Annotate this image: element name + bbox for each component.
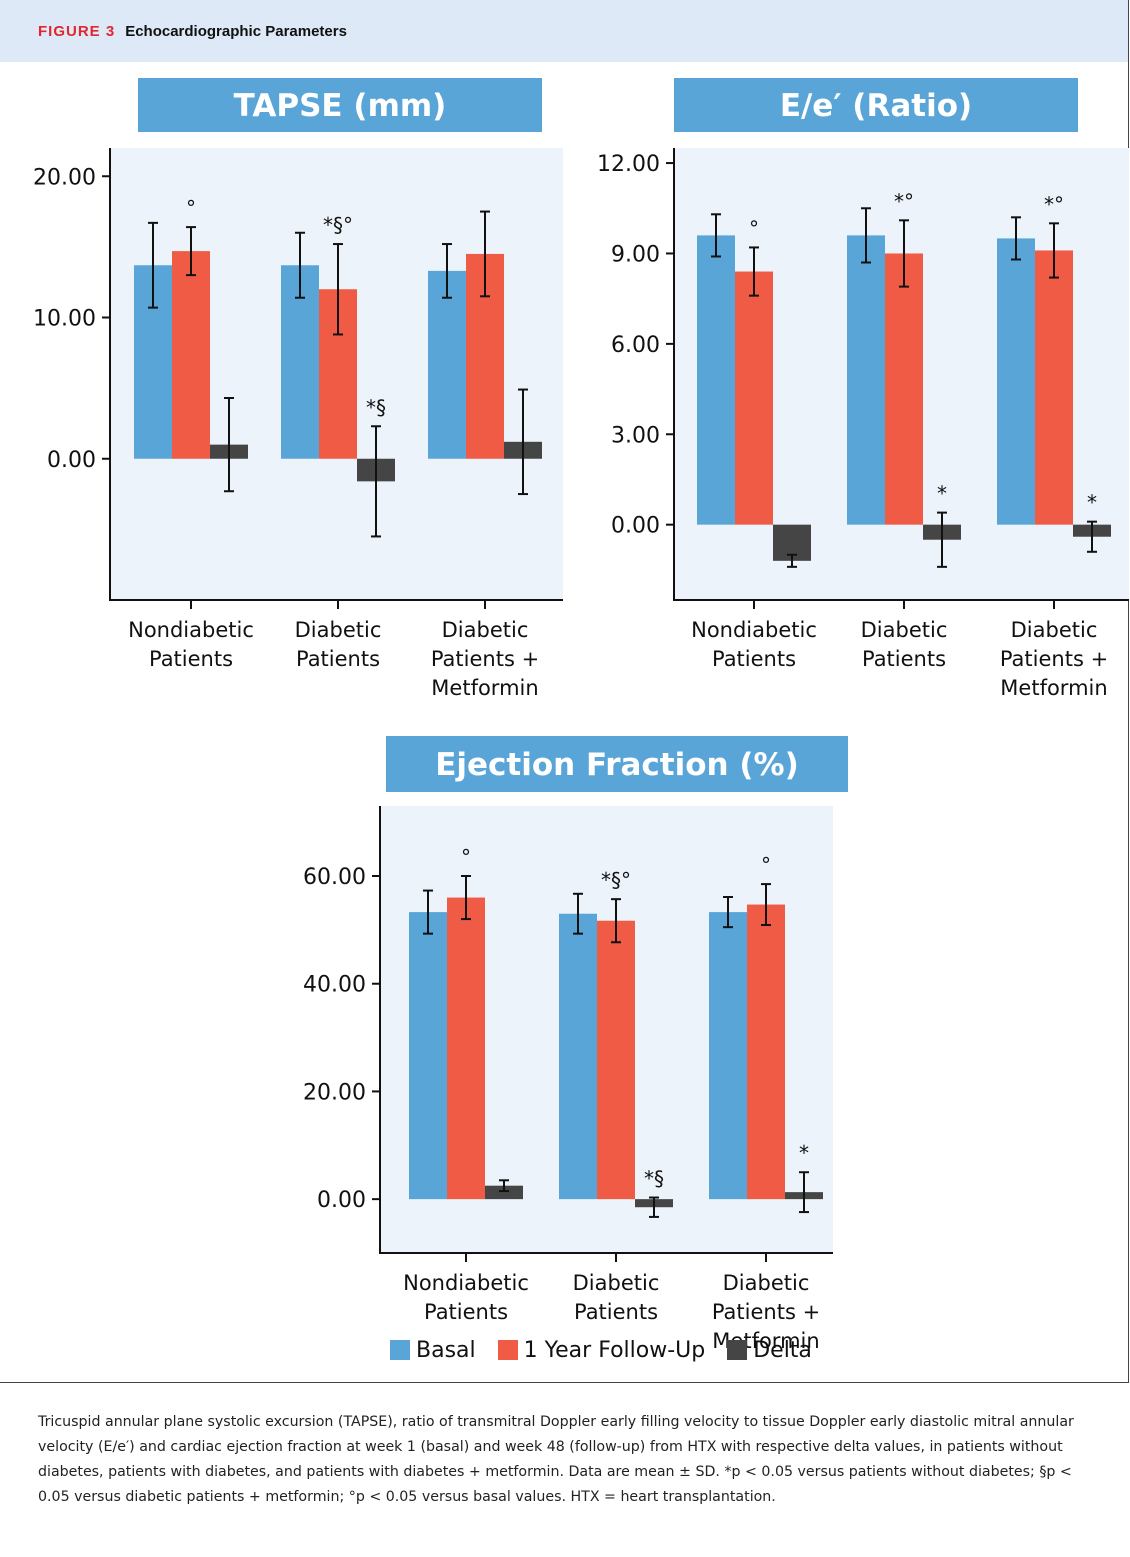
y-tick-label: 40.00 [303, 973, 366, 998]
legend-item-follow-up: 1 Year Follow-Up [497, 1337, 706, 1363]
category-label-line: Diabetic [573, 1271, 660, 1295]
category-label-line: Patients [574, 1300, 658, 1324]
bar-follow-up [1035, 250, 1073, 525]
figure-title: Echocardiographic Parameters [125, 22, 347, 40]
category-label-line: Patients + [431, 647, 539, 671]
chart-panel-1: TAPSE (mm) 0.00 10.00 20.00 ° Nondiabetic Pati… [33, 78, 563, 700]
y-tick-label: 0.00 [611, 514, 660, 539]
category-label-line: Nondiabetic [691, 618, 817, 642]
category-label: Diabetic Patients [295, 618, 382, 671]
legend-swatch-basal [390, 1340, 410, 1360]
bar-basal [697, 235, 735, 525]
chart-panel-2: E/e′ (Ratio) 0.00 3.00 6.00 9.00 12.00 ° Nondia… [597, 78, 1129, 700]
chart-title: E/e′ (Ratio) [780, 88, 972, 124]
category-label-line: Nondiabetic [128, 618, 254, 642]
bar-basal [428, 270, 466, 459]
charts-canvas: TAPSE (mm) 0.00 10.00 20.00 ° Nondiabetic Pati… [33, 78, 1129, 1353]
chart-title-box [138, 78, 542, 132]
bar-basal [559, 913, 597, 1200]
y-tick-label: 9.00 [611, 242, 660, 267]
significance-marker: ° [186, 196, 196, 220]
category-label-line: Patients [149, 647, 233, 671]
y-tick-label: 60.00 [303, 865, 366, 890]
axis-lines [109, 148, 563, 601]
axis-lines [379, 806, 833, 1254]
significance-marker: ° [761, 853, 771, 877]
y-tick-label: 10.00 [33, 307, 96, 332]
category-label-line: Patients [712, 647, 796, 671]
significance-marker: ° [749, 216, 759, 240]
y-tick-label: 3.00 [611, 423, 660, 448]
significance-marker: *§° [601, 868, 631, 892]
chart-title-box [674, 78, 1078, 132]
significance-marker: *° [1044, 192, 1064, 216]
chart-title: Ejection Fraction (%) [435, 747, 799, 783]
bar-follow-up [597, 920, 635, 1200]
y-tick-label: 6.00 [611, 333, 660, 358]
significance-marker: *§° [323, 213, 353, 237]
legend-swatch-delta [727, 1340, 748, 1360]
category-label-line: Patients [862, 647, 946, 671]
category-label-line: Diabetic [442, 618, 529, 642]
category-label-line: Diabetic [1011, 618, 1098, 642]
bar-basal [709, 912, 747, 1200]
chart-title-box [386, 736, 848, 792]
significance-marker: * [799, 1141, 809, 1165]
bar-basal [997, 238, 1035, 525]
category-label-line: Nondiabetic [403, 1271, 529, 1295]
category-label: Nondiabetic Patients [691, 618, 817, 671]
category-label-line: Patients + [1000, 647, 1108, 671]
chart-legend: Basal 1 Year Follow-Up Delta [390, 1333, 812, 1367]
legend-label-delta: Delta [753, 1337, 812, 1363]
category-label-line: Patients [296, 647, 380, 671]
category-label-line: Patients + [712, 1300, 820, 1324]
legend-item-basal: Basal [390, 1338, 476, 1363]
y-tick-label: 0.00 [317, 1188, 366, 1213]
significance-marker: * [937, 482, 947, 506]
bar-basal [847, 235, 885, 525]
bar-follow-up [735, 271, 773, 525]
bar-follow-up [172, 251, 210, 459]
significance-marker: *° [894, 189, 914, 213]
bar-delta [485, 1185, 523, 1200]
bar-follow-up [747, 904, 785, 1200]
legend-label-basal: Basal [416, 1337, 476, 1363]
axis-lines [673, 148, 1129, 601]
category-label: Diabetic Patients + Metformin [1000, 618, 1108, 700]
category-label-line: Metformin [431, 676, 538, 700]
category-label: Nondiabetic Patients [128, 618, 254, 671]
category-label-line: Diabetic [723, 1271, 810, 1295]
significance-marker: * [1087, 491, 1097, 515]
y-tick-label: 12.00 [597, 152, 660, 177]
legend-item-delta: Delta [727, 1338, 812, 1363]
figure-header: FIGURE 3 Echocardiographic Parameters [0, 0, 1128, 62]
bar-follow-up [885, 253, 923, 525]
significance-marker: *§ [644, 1167, 664, 1191]
category-label-line: Patients [424, 1300, 508, 1324]
y-tick-label: 0.00 [47, 448, 96, 473]
category-label: Diabetic Patients [573, 1271, 660, 1324]
significance-marker: *§ [366, 395, 386, 419]
category-label-line: Diabetic [861, 618, 948, 642]
category-label: Nondiabetic Patients [403, 1271, 529, 1324]
category-label-line: Diabetic [295, 618, 382, 642]
y-tick-label: 20.00 [303, 1080, 366, 1105]
bar-follow-up [447, 897, 485, 1200]
figure-caption: Tricuspid annular plane systolic excursi… [38, 1414, 1074, 1505]
significance-marker: ° [461, 845, 471, 869]
chart-title: TAPSE (mm) [234, 88, 447, 124]
category-label-line: Metformin [1000, 676, 1107, 700]
chart-panel-3: Ejection Fraction (%) 0.00 20.00 40.00 60.00… [303, 736, 848, 1353]
y-tick-label: 20.00 [33, 165, 96, 190]
bar-basal [409, 912, 447, 1200]
category-label: Diabetic Patients [861, 618, 948, 671]
figure-label: FIGURE 3 [38, 22, 116, 40]
category-label: Diabetic Patients + Metformin [431, 618, 539, 700]
figure-frame [0, 0, 1129, 1383]
legend-swatch-follow-up [497, 1340, 518, 1360]
legend-label-follow-up: 1 Year Follow-Up [523, 1337, 706, 1363]
